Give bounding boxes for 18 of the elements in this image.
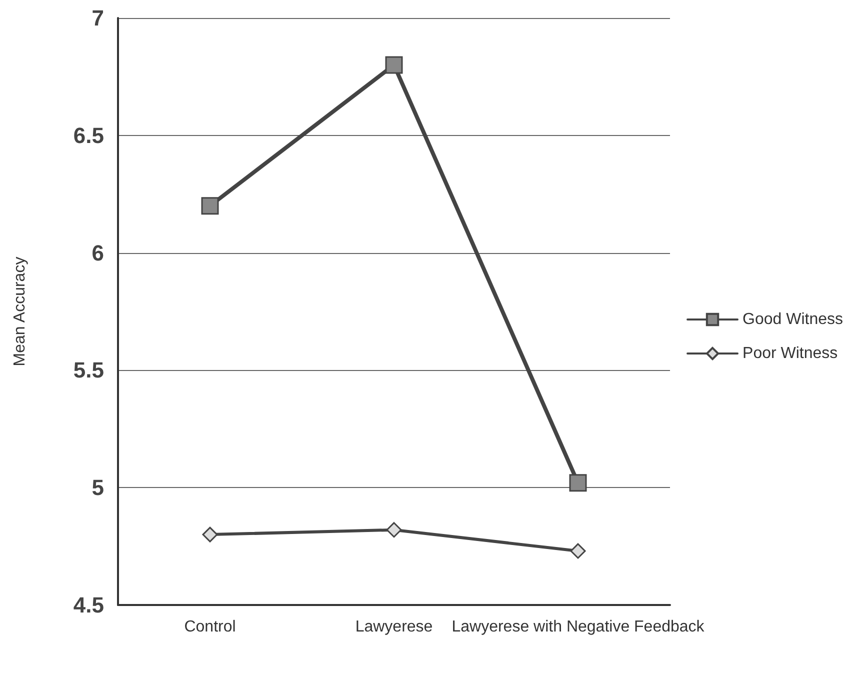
point xyxy=(202,526,218,542)
y-axis-title: Mean Accuracy xyxy=(12,256,28,366)
y-tick-label: 6 xyxy=(92,240,104,266)
point xyxy=(201,197,219,215)
y-tick-label: 5.5 xyxy=(73,358,104,383)
legend-label: Poor Witness xyxy=(742,345,838,362)
x-tick-label: Lawyerese with Negative Feedback xyxy=(452,618,706,636)
point xyxy=(386,522,402,538)
legend-label: Good Witness xyxy=(742,311,843,328)
point xyxy=(570,543,586,559)
point xyxy=(385,56,403,74)
x-tick-label: Control xyxy=(184,618,236,636)
y-tick-label: 7 xyxy=(92,6,104,30)
point xyxy=(569,474,587,492)
y-tick-label: 4.5 xyxy=(73,592,104,618)
y-tick-label: 5 xyxy=(92,475,104,500)
y-tick-label: 6.5 xyxy=(73,122,104,148)
x-tick-label: Lawyerese xyxy=(355,618,433,636)
